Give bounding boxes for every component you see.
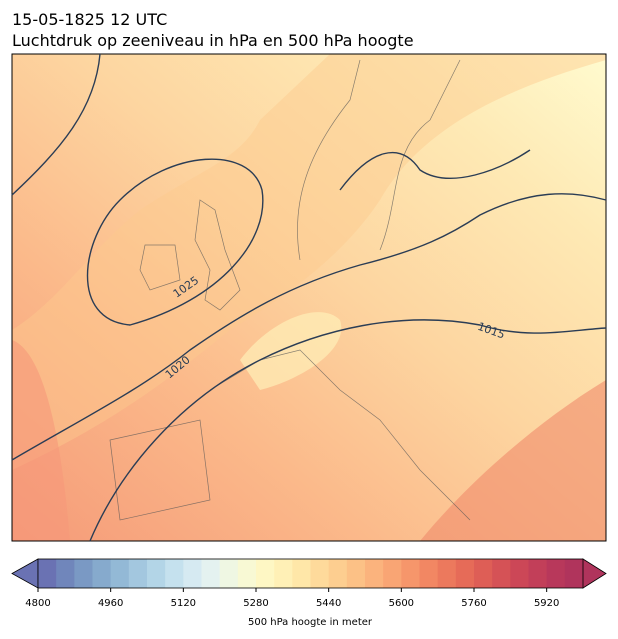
- colorbar-segment: [346, 559, 366, 588]
- title: 15-05-1825 12 UTC: [12, 10, 167, 29]
- subtitle: Luchtdruk op zeeniveau in hPa en 500 hPa…: [12, 31, 414, 50]
- colorbar: 4800 4960 5120 5280 5440 5600 5760 5920: [11, 558, 607, 609]
- colorbar-segment: [546, 559, 566, 588]
- colorbar-segment: [310, 559, 330, 588]
- colorbar-segment: [165, 559, 184, 588]
- map: 1025 1020 1015: [11, 53, 607, 542]
- colorbar-extend-high: [582, 558, 607, 589]
- colorbar-segment: [365, 559, 384, 588]
- colorbar-segment: [128, 559, 148, 588]
- colorbar-segment: [256, 559, 275, 588]
- colorbar-segment: [328, 559, 348, 588]
- colorbar-segment: [419, 559, 439, 588]
- colorbar-segment: [183, 559, 202, 588]
- colorbar-segment: [401, 559, 420, 588]
- tick-label: 5280: [243, 598, 268, 609]
- colorbar-segment: [237, 559, 257, 588]
- tick-label: 5120: [171, 598, 196, 609]
- colorbar-segment: [219, 559, 239, 588]
- colorbar-segment: [74, 559, 93, 588]
- colorbar-segment: [292, 559, 311, 588]
- colorbar-segment: [147, 559, 166, 588]
- colorbar-segment: [510, 559, 529, 588]
- tick-label: 4960: [98, 598, 123, 609]
- colorbar-segment: [492, 559, 511, 588]
- colorbar-segment: [437, 559, 457, 588]
- colorbar-segment: [564, 559, 584, 588]
- tick-label: 5440: [316, 598, 341, 609]
- colorbar-segment: [110, 559, 130, 588]
- tick-label: 5760: [461, 598, 486, 609]
- colorbar-segment: [38, 559, 57, 588]
- colorbar-label: 500 hPa hoogte in meter: [248, 617, 373, 628]
- colorbar-frame: [37, 558, 584, 589]
- tick-label: 5600: [389, 598, 414, 609]
- colorbar-segment: [92, 559, 112, 588]
- colorbar-segment: [201, 559, 221, 588]
- tick-label: 4800: [25, 598, 50, 609]
- colorbar-segment: [383, 559, 402, 588]
- colorbar-segment: [56, 559, 75, 588]
- colorbar-segment: [528, 559, 548, 588]
- tick-label: 5920: [534, 598, 559, 609]
- colorbar-segment: [274, 559, 293, 588]
- colorbar-segment: [455, 559, 475, 588]
- colorbar-segment: [474, 559, 493, 588]
- colorbar-extend-low: [11, 558, 39, 589]
